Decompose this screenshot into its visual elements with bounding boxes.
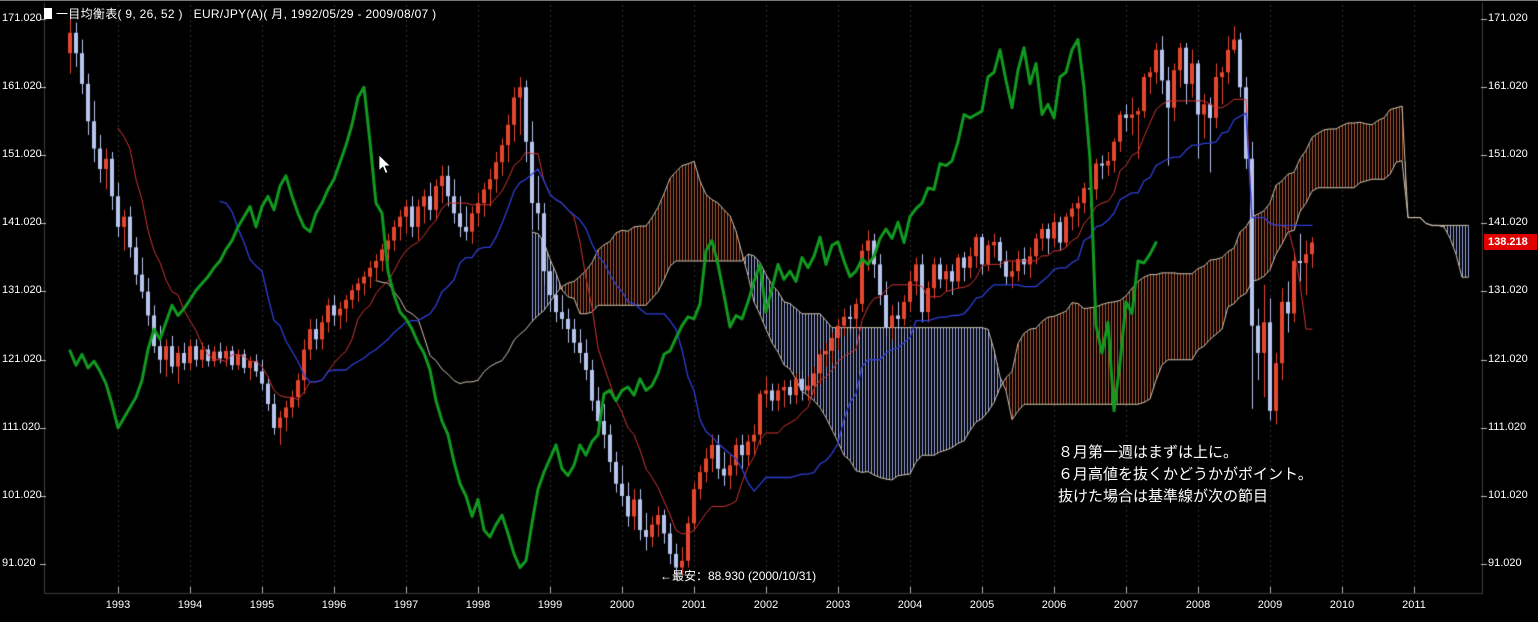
x-axis-label: 1994 [177, 599, 203, 611]
x-axis-label: 2001 [681, 599, 707, 611]
x-axis-label: 2010 [1329, 599, 1355, 611]
x-axis-label: 1996 [321, 599, 347, 611]
current-price-badge: 138.218 [1484, 234, 1537, 250]
x-axis-label: 2009 [1257, 599, 1283, 611]
y-axis-label: 91.020 [1488, 557, 1522, 569]
y-axis-label: 171.020 [1488, 12, 1528, 24]
x-axis-label: 2002 [753, 599, 779, 611]
chart-title: 一目均衡表( 9, 26, 52 ) EUR/JPY(A)( 月, 1992/0… [56, 7, 437, 21]
y-axis-label: 131.020 [1488, 284, 1528, 296]
x-axis-label: 1997 [393, 599, 419, 611]
y-axis-label: 141.020 [1488, 216, 1528, 228]
y-axis-label: 121.020 [1488, 353, 1528, 365]
y-axis-label: 121.020 [2, 353, 42, 365]
annotation-note-line: ８月第一週はまずは上に。 [1058, 444, 1239, 461]
annotation-note-line: 抜けた場合は基準線が次の節目 [1058, 488, 1269, 505]
x-axis-label: 2003 [825, 599, 851, 611]
y-axis-label: 131.020 [2, 284, 42, 296]
x-axis-label: 2004 [897, 599, 923, 611]
x-axis-label: 1998 [465, 599, 491, 611]
title-marker-icon [44, 8, 52, 19]
y-axis-label: 171.020 [2, 12, 42, 24]
y-axis-label: 111.020 [1488, 421, 1527, 433]
mouse-cursor-icon [378, 154, 393, 180]
x-axis-label: 1995 [249, 599, 275, 611]
x-axis-label: 1993 [105, 599, 131, 611]
y-axis-label: 141.020 [2, 216, 42, 228]
y-axis-label: 151.020 [2, 148, 42, 160]
y-axis-label: 101.020 [1488, 489, 1528, 501]
x-axis-label: 2006 [1041, 599, 1067, 611]
y-axis-label: 151.020 [1488, 148, 1528, 160]
annotation-note: ８月第一週はまずは上に。 ６月高値を抜くかどうかがポイント。 抜けた場合は基準線が次… [1058, 442, 1313, 508]
x-axis-label: 1999 [537, 599, 563, 611]
x-axis-label: 2008 [1185, 599, 1211, 611]
y-axis-label: 161.020 [1488, 80, 1528, 92]
min-price-annotation: ←最安：88.930 (2000/10/31) [660, 569, 817, 583]
x-axis-label: 2007 [1113, 599, 1139, 611]
y-axis-label: 161.020 [2, 80, 42, 92]
x-axis-label: 2000 [609, 599, 635, 611]
x-axis-label: 2011 [1402, 599, 1426, 611]
annotation-note-line: ６月高値を抜くかどうかがポイント。 [1058, 466, 1313, 483]
y-axis-label: 101.020 [2, 489, 42, 501]
y-axis-label: 111.020 [2, 421, 41, 433]
x-axis-label: 2005 [969, 599, 995, 611]
y-axis-label: 91.020 [2, 557, 36, 569]
